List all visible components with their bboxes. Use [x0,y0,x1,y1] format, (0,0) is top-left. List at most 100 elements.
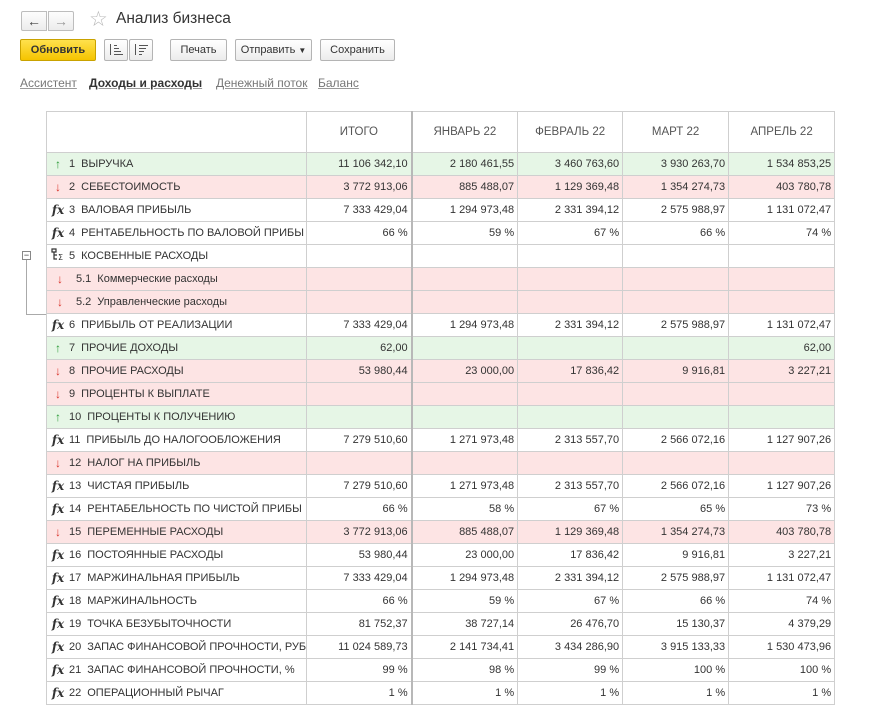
value-cell[interactable]: 2 566 072,16 [622,474,730,498]
column-header[interactable]: МАРТ 22 [622,111,730,153]
value-cell[interactable]: 1 129 369,48 [517,520,624,544]
value-cell[interactable]: 62,00 [306,336,413,360]
value-cell[interactable]: 66 % [622,221,730,245]
value-cell[interactable]: 2 575 988,97 [622,198,730,222]
value-cell[interactable] [306,451,413,475]
column-header[interactable]: АПРЕЛЬ 22 [728,111,836,153]
value-cell[interactable]: 2 575 988,97 [622,566,730,590]
value-cell[interactable]: 1 271 973,48 [410,474,519,498]
row-label-cell[interactable]: ↓ 9 ПРОЦЕНТЫ К ВЫПЛАТЕ [45,382,308,406]
back-button[interactable]: ← [21,11,47,31]
value-cell[interactable]: 38 727,14 [410,612,519,636]
table-row[interactable]: ↑ 7 ПРОЧИЕ ДОХОДЫ 62,00 62,00 [45,336,836,360]
value-cell[interactable]: 9 916,81 [622,543,730,567]
row-label-cell[interactable]: ↑ 1 ВЫРУЧКА [45,152,308,176]
table-row[interactable]: fx 11 ПРИБЫЛЬ ДО НАЛОГООБЛОЖЕНИЯ 7 279 510,… [45,428,836,452]
value-cell[interactable]: 59 % [410,221,519,245]
row-label-cell[interactable]: fx 6 ПРИБЫЛЬ ОТ РЕАЛИЗАЦИИ [45,313,308,337]
table-row[interactable]: ↓ 9 ПРОЦЕНТЫ К ВЫПЛАТЕ [45,382,836,406]
value-cell[interactable]: 2 331 394,12 [517,198,624,222]
value-cell[interactable]: 1 131 072,47 [728,313,836,337]
row-label-cell[interactable]: fx 19 ТОЧКА БЕЗУБЫТОЧНОСТИ [45,612,308,636]
value-cell[interactable]: 1 129 369,48 [517,175,624,199]
value-cell[interactable] [622,244,730,268]
table-row[interactable]: ↓ 8 ПРОЧИЕ РАСХОДЫ 53 980,44 23 000,00 17 836… [45,359,836,383]
table-row[interactable]: fx 19 ТОЧКА БЕЗУБЫТОЧНОСТИ 81 752,37 38 727,… [45,612,836,636]
value-cell[interactable] [728,244,836,268]
value-cell[interactable]: 1 % [622,681,730,705]
table-row[interactable]: fx 13 ЧИСТАЯ ПРИБЫЛЬ 7 279 510,60 1 271 973,… [45,474,836,498]
column-header[interactable]: ФЕВРАЛЬ 22 [517,111,624,153]
value-cell[interactable] [517,290,624,314]
refresh-button[interactable]: Обновить [20,39,96,61]
table-row[interactable]: fx 4 РЕНТАБЕЛЬНОСТЬ ПО ВАЛОВОЙ ПРИБЫ 66 % 59… [45,221,836,245]
value-cell[interactable]: 2 331 394,12 [517,313,624,337]
value-cell[interactable] [410,451,519,475]
table-row[interactable]: fx 21 ЗАПАС ФИНАНСОВОЙ ПРОЧНОСТИ, % 99 % 98 … [45,658,836,682]
table-row[interactable]: ↓ 5.1 Коммерческие расходы [45,267,836,291]
value-cell[interactable] [728,290,836,314]
row-label-cell[interactable]: fx 21 ЗАПАС ФИНАНСОВОЙ ПРОЧНОСТИ, % [45,658,308,682]
row-label-cell[interactable]: ↓ 5.2 Управленческие расходы [45,290,308,314]
value-cell[interactable]: 67 % [517,221,624,245]
value-cell[interactable]: 62,00 [728,336,836,360]
value-cell[interactable] [410,244,519,268]
row-label-cell[interactable]: ↓ 12 НАЛОГ НА ПРИБЫЛЬ [45,451,308,475]
value-cell[interactable]: 3 915 133,33 [622,635,730,659]
value-cell[interactable]: 98 % [410,658,519,682]
value-cell[interactable]: 53 980,44 [306,543,413,567]
value-cell[interactable] [306,244,413,268]
print-button[interactable]: Печать [170,39,227,61]
value-cell[interactable]: 1 % [517,681,624,705]
value-cell[interactable]: 67 % [517,497,624,521]
table-row[interactable]: ↓ 15 ПЕРЕМЕННЫЕ РАСХОДЫ 3 772 913,06 885 488… [45,520,836,544]
value-cell[interactable]: 15 130,37 [622,612,730,636]
value-cell[interactable]: 66 % [622,589,730,613]
value-cell[interactable]: 7 279 510,60 [306,428,413,452]
table-row[interactable]: fx 20 ЗАПАС ФИНАНСОВОЙ ПРОЧНОСТИ, РУБ 11 02… [45,635,836,659]
value-cell[interactable]: 3 434 286,90 [517,635,624,659]
table-row[interactable]: ↑ 10 ПРОЦЕНТЫ К ПОЛУЧЕНИЮ [45,405,836,429]
value-cell[interactable]: 7 279 510,60 [306,474,413,498]
value-cell[interactable]: 26 476,70 [517,612,624,636]
value-cell[interactable]: 1 131 072,47 [728,566,836,590]
value-cell[interactable]: 3 460 763,60 [517,152,624,176]
value-cell[interactable] [622,290,730,314]
row-label-cell[interactable]: fx 18 МАРЖИНАЛЬНОСТЬ [45,589,308,613]
table-row[interactable]: fx 18 МАРЖИНАЛЬНОСТЬ 66 % 59 % 67 % 66 % 74 % [45,589,836,613]
sort-descending-button[interactable] [129,39,153,61]
value-cell[interactable]: 403 780,78 [728,175,836,199]
value-cell[interactable]: 58 % [410,497,519,521]
row-label-cell[interactable]: ↓ 2 СЕБЕСТОИМОСТЬ [45,175,308,199]
value-cell[interactable]: 1 127 907,26 [728,474,836,498]
value-cell[interactable] [517,336,624,360]
sort-ascending-button[interactable] [104,39,128,61]
value-cell[interactable]: 403 780,78 [728,520,836,544]
value-cell[interactable] [728,267,836,291]
value-cell[interactable] [622,382,730,406]
value-cell[interactable] [728,382,836,406]
value-cell[interactable]: 59 % [410,589,519,613]
send-dropdown-button[interactable]: Отправить ▼ [235,39,312,61]
value-cell[interactable] [622,267,730,291]
value-cell[interactable]: 73 % [728,497,836,521]
row-label-cell[interactable]: fx 20 ЗАПАС ФИНАНСОВОЙ ПРОЧНОСТИ, РУБ [45,635,308,659]
value-cell[interactable]: 2 575 988,97 [622,313,730,337]
value-cell[interactable]: 885 488,07 [410,520,519,544]
value-cell[interactable]: 67 % [517,589,624,613]
column-header[interactable]: ИТОГО [306,111,413,153]
row-label-cell[interactable]: fx 13 ЧИСТАЯ ПРИБЫЛЬ [45,474,308,498]
value-cell[interactable]: 81 752,37 [306,612,413,636]
value-cell[interactable]: 1 271 973,48 [410,428,519,452]
value-cell[interactable]: 3 772 913,06 [306,520,413,544]
value-cell[interactable]: 3 227,21 [728,543,836,567]
table-row[interactable]: ↑ 1 ВЫРУЧКА 11 106 342,10 2 180 461,55 3 460 … [45,152,836,176]
table-row[interactable]: fx 17 МАРЖИНАЛЬНАЯ ПРИБЫЛЬ 7 333 429,04 1 29… [45,566,836,590]
value-cell[interactable]: 11 106 342,10 [306,152,413,176]
value-cell[interactable] [517,244,624,268]
value-cell[interactable] [410,405,519,429]
tab-balance[interactable]: Баланс [318,76,359,90]
value-cell[interactable]: 3 930 263,70 [622,152,730,176]
value-cell[interactable]: 885 488,07 [410,175,519,199]
value-cell[interactable]: 9 916,81 [622,359,730,383]
